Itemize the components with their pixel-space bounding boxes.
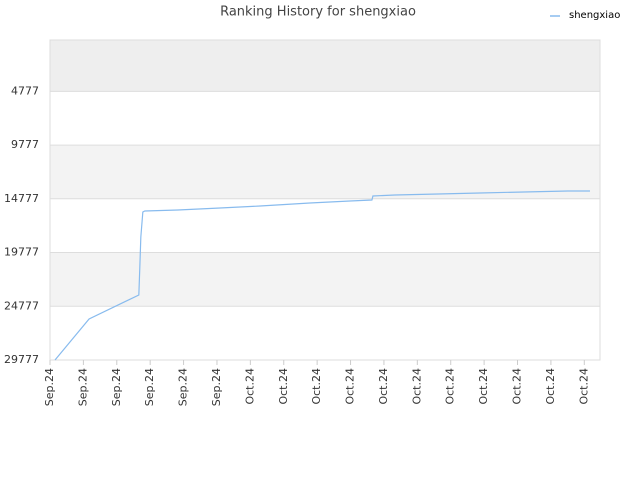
plot-band [50,306,600,360]
line-series [54,190,590,361]
x-tick-label: Oct.24 [544,368,557,405]
plot-band [50,198,600,253]
x-tick-label: Oct.24 [310,368,323,405]
x-tick-label: Sep.24 [43,368,56,406]
x-tick-label: Oct.24 [410,368,423,405]
x-tick-label: Sep.24 [143,368,156,406]
x-tick-label: Sep.24 [76,368,89,406]
x-tick-label: Oct.24 [444,368,457,405]
legend-label: shengxiao [569,10,620,21]
y-tick-label: 19777 [4,246,39,259]
x-tick-label: Oct.24 [377,368,390,405]
x-tick-label: Oct.24 [511,368,524,405]
y-tick-label: 9777 [11,138,39,151]
y-tick-label: 4777 [11,84,39,97]
x-tick-label: Oct.24 [243,368,256,405]
plot-band [50,91,600,146]
plot-band [50,145,600,199]
y-tick-label: 14777 [4,192,39,205]
x-tick-label: Oct.24 [344,368,357,405]
plot-band [50,40,600,92]
x-tick-label: Sep.24 [177,368,190,406]
x-tick-label: Oct.24 [577,368,590,405]
x-tick-label: Sep.24 [110,368,123,406]
plot-band [50,252,600,307]
x-tick-label: Oct.24 [277,368,290,405]
x-tick-label: Sep.24 [210,368,223,406]
y-tick-label: 24777 [4,299,39,312]
y-tick-label: 29777 [4,353,39,366]
x-tick-label: Oct.24 [477,368,490,405]
chart-title: Ranking History for shengxiao [220,5,416,20]
